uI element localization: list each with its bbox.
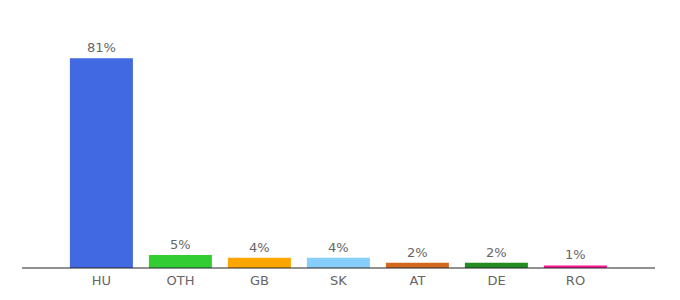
svg-text:2%: 2% [486,245,507,260]
svg-text:AT: AT [410,273,426,288]
svg-text:HU: HU [92,273,111,288]
svg-text:GB: GB [250,273,269,288]
svg-text:4%: 4% [249,240,270,255]
svg-text:1%: 1% [565,247,586,262]
svg-text:DE: DE [487,273,505,288]
svg-text:4%: 4% [328,240,349,255]
svg-text:SK: SK [330,273,347,288]
svg-text:RO: RO [566,273,585,288]
svg-text:81%: 81% [87,40,116,55]
svg-text:OTH: OTH [167,273,195,288]
svg-text:5%: 5% [170,237,191,252]
svg-text:2%: 2% [407,245,428,260]
